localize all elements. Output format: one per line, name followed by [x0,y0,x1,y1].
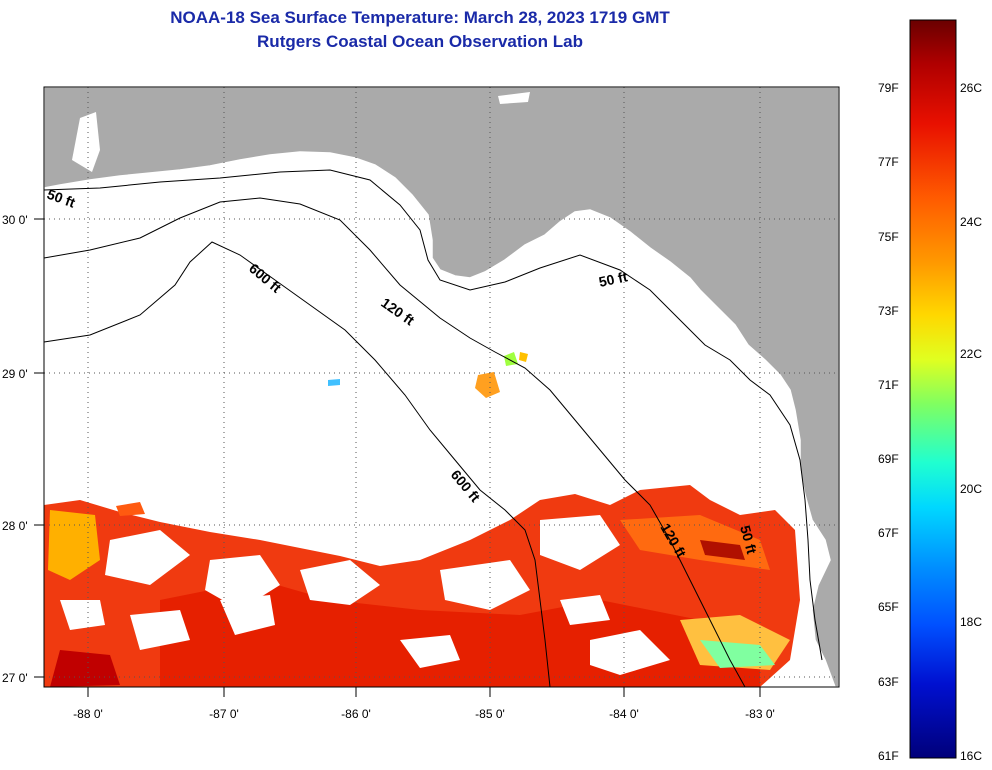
lat-label-27: 27 0' [2,671,28,685]
colorbar-c-22: 22C [960,347,982,361]
colorbar-c-20: 20C [960,482,982,496]
map-subtitle: Rutgers Coastal Ocean Observation Lab [257,32,583,51]
colorbar-c-18: 18C [960,615,982,629]
lon-label-85: -85 0' [475,707,505,721]
lon-label-87: -87 0' [209,707,239,721]
contour-label-50ft-south: 50 ft [737,524,760,556]
lon-label-86: -86 0' [341,707,371,721]
lon-label-88: -88 0' [73,707,103,721]
axis-ticks [34,218,761,697]
colorbar-c-24: 24C [960,215,982,229]
lat-label-28: 28 0' [2,519,28,533]
colorbar-f-77: 77F [878,155,899,169]
lat-label-29: 29 0' [2,367,28,381]
colorbar-c-16: 16C [960,749,982,763]
colorbar-c-26: 26C [960,81,982,95]
colorbar-f-61: 61F [878,749,899,763]
lat-label-30: 30 0' [2,213,28,227]
colorbar-f-69: 69F [878,452,899,466]
sst-data-field [44,352,800,687]
land-coastline [44,87,839,687]
map-frame [43,86,840,688]
colorbar-f-79: 79F [878,81,899,95]
colorbar-f-63: 63F [878,675,899,689]
colorbar-f-73: 73F [878,304,899,318]
lon-label-84: -84 0' [609,707,639,721]
colorbar-f-65: 65F [878,600,899,614]
lon-label-83: -83 0' [745,707,775,721]
depth-contours [44,169,823,687]
map-title: NOAA-18 Sea Surface Temperature: March 2… [170,8,670,27]
colorbar-f-71: 71F [878,378,899,392]
colorbar [909,19,957,759]
colorbar-f-67: 67F [878,526,899,540]
contour-label-50ft-east: 50 ft [597,268,629,290]
colorbar-f-75: 75F [878,230,899,244]
